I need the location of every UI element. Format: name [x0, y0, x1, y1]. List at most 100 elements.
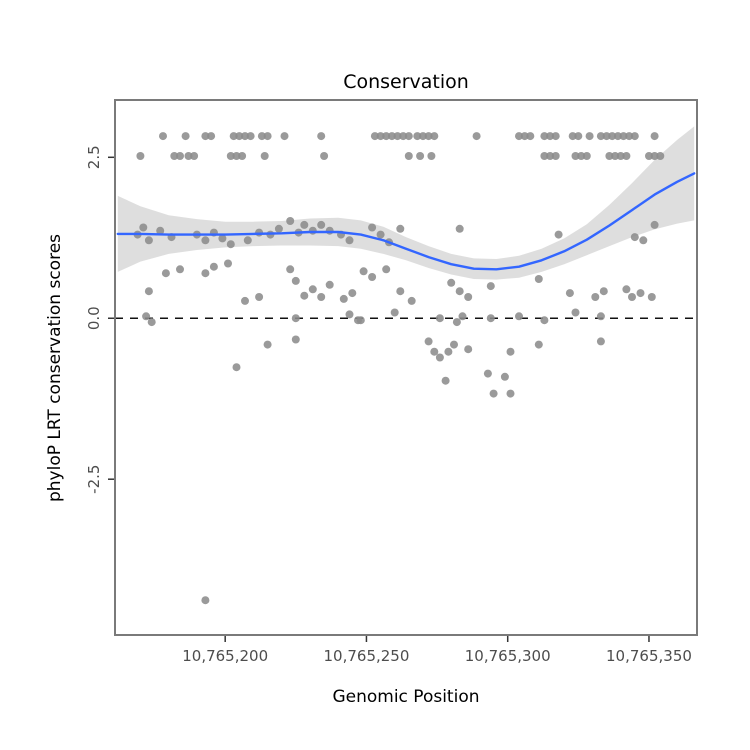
data-point — [650, 132, 659, 141]
data-point — [486, 282, 495, 291]
data-point — [263, 132, 272, 141]
data-point — [568, 132, 577, 141]
data-point — [636, 289, 645, 298]
data-point — [207, 132, 216, 141]
data-point — [540, 316, 549, 325]
y-tick-label: -2.5 — [85, 465, 103, 494]
data-point — [430, 347, 439, 356]
data-point — [376, 230, 385, 239]
data-point — [599, 287, 608, 296]
data-point — [232, 363, 241, 372]
data-point — [260, 152, 269, 160]
data-point — [209, 262, 218, 271]
y-tick-label: 0.0 — [85, 306, 103, 330]
data-point — [464, 293, 473, 301]
data-point — [630, 233, 639, 242]
data-point — [176, 265, 184, 274]
data-point — [656, 152, 665, 160]
data-point — [224, 259, 232, 268]
data-point — [506, 347, 515, 356]
data-point — [427, 152, 436, 160]
data-point — [444, 347, 453, 356]
data-point — [159, 132, 167, 141]
data-point — [241, 132, 249, 141]
data-point — [619, 132, 628, 141]
data-point — [435, 353, 444, 362]
data-point — [229, 132, 238, 141]
data-point — [144, 287, 153, 296]
data-point — [274, 224, 283, 233]
data-point — [526, 132, 535, 141]
data-point — [308, 226, 317, 235]
data-point — [577, 152, 586, 160]
x-tick-label: 10,765,300 — [465, 647, 551, 665]
data-point — [356, 316, 365, 325]
panel-border — [114, 99, 698, 636]
data-point — [647, 293, 656, 301]
data-point — [407, 296, 416, 305]
data-point — [611, 152, 620, 160]
data-point — [500, 372, 509, 381]
data-point — [574, 132, 583, 141]
data-point — [393, 132, 402, 141]
data-point — [246, 132, 255, 141]
data-point — [565, 289, 574, 298]
data-point — [317, 293, 326, 301]
clipped-layers — [115, 126, 697, 605]
data-point — [382, 265, 391, 274]
data-point — [226, 152, 235, 160]
data-point — [359, 267, 368, 276]
data-point — [238, 152, 247, 160]
data-point — [320, 152, 329, 160]
data-point — [280, 132, 289, 141]
data-point — [368, 273, 377, 281]
data-point — [286, 217, 295, 225]
data-point — [450, 340, 458, 349]
data-point — [387, 132, 396, 141]
data-point — [605, 152, 614, 160]
data-point — [613, 132, 622, 141]
data-point — [176, 152, 184, 160]
data-point — [554, 230, 563, 239]
data-point — [571, 152, 580, 160]
data-point — [345, 236, 354, 245]
data-point — [458, 312, 467, 321]
data-point — [325, 226, 334, 235]
axis-ticks: 10,765,200 10,765,250 10,765,300 10,765,350… — [85, 145, 692, 665]
data-point — [201, 269, 210, 278]
data-point — [596, 337, 605, 346]
data-point — [540, 132, 549, 141]
data-point — [139, 223, 148, 232]
data-point — [241, 296, 249, 305]
data-point — [616, 152, 625, 160]
data-point — [622, 152, 631, 160]
data-point — [170, 152, 179, 160]
data-point — [345, 310, 354, 319]
data-point — [608, 132, 617, 141]
data-point — [243, 236, 252, 245]
data-point — [650, 152, 659, 160]
y-tick-label: 2.5 — [85, 145, 103, 169]
data-point — [181, 132, 190, 141]
data-point — [464, 345, 473, 354]
data-point — [424, 337, 433, 346]
data-point — [540, 152, 549, 160]
data-point — [291, 335, 300, 344]
data-point — [650, 220, 659, 229]
data-point — [201, 132, 210, 141]
data-point — [325, 280, 334, 289]
data-point — [156, 226, 165, 235]
data-point — [515, 132, 523, 141]
chart-title: Conservation — [343, 71, 469, 93]
data-point — [506, 389, 515, 398]
data-point — [534, 340, 543, 349]
data-point — [300, 291, 309, 300]
data-point — [184, 152, 193, 160]
smooth-trend-line — [116, 172, 696, 271]
data-point — [630, 132, 639, 141]
data-point — [546, 132, 555, 141]
data-point — [161, 269, 170, 278]
data-point — [226, 240, 235, 249]
